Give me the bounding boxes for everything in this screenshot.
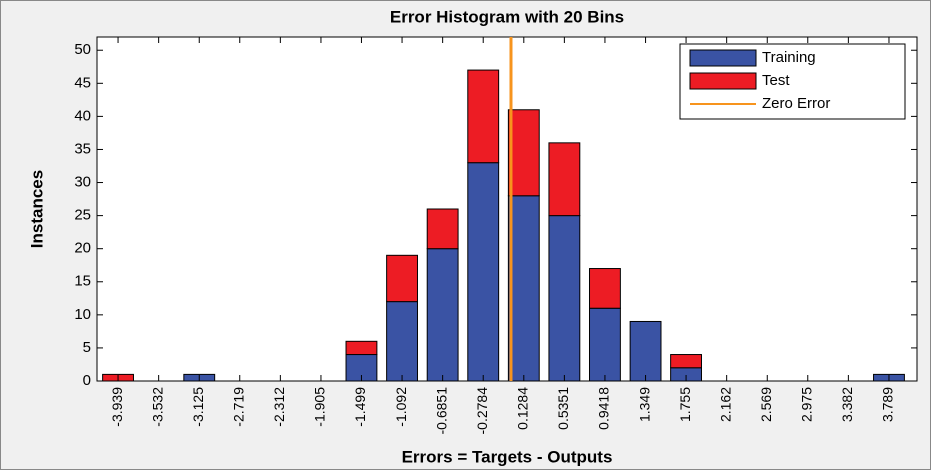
x-tick-label: -0.6851 (433, 387, 449, 435)
y-tick-label: 45 (74, 74, 91, 91)
bar-segment (386, 301, 418, 382)
bar-segment (467, 69, 500, 164)
x-tick-label: 0.1284 (515, 387, 531, 430)
legend-label: Zero Error (762, 95, 830, 112)
y-tick-label: 30 (74, 174, 91, 191)
y-tick-label: 20 (74, 240, 91, 257)
bar-segment (507, 195, 540, 382)
x-tick-label: 1.349 (636, 387, 652, 422)
y-tick-label: 15 (74, 273, 91, 290)
x-tick-label: 2.569 (758, 387, 774, 422)
y-tick-label: 10 (74, 306, 91, 323)
bar-segment (426, 208, 459, 250)
chart-title: Error Histogram with 20 Bins (390, 7, 624, 26)
x-tick-label: -2.719 (230, 387, 246, 427)
x-tick-label: 1.755 (677, 387, 693, 422)
x-tick-label: -3.939 (109, 387, 125, 427)
legend-swatch (689, 72, 757, 90)
bar-segment (589, 268, 621, 309)
bar-segment (548, 142, 581, 217)
x-tick-label: -2.312 (271, 387, 287, 427)
bar-segment (467, 162, 500, 382)
x-tick-label: 0.5351 (555, 387, 571, 430)
bar-segment (548, 215, 581, 382)
y-axis-label: Instances (27, 170, 46, 248)
x-tick-label: 3.382 (839, 387, 855, 422)
y-tick-label: 35 (74, 140, 91, 157)
x-tick-label: 0.9418 (596, 387, 612, 430)
y-tick-label: 5 (83, 339, 91, 356)
x-tick-label: -3.532 (149, 387, 165, 427)
bar-segment (670, 354, 702, 369)
bar-segment (426, 248, 459, 382)
x-tick-label: 2.162 (717, 387, 733, 422)
x-tick-label: -1.499 (352, 387, 368, 427)
x-tick-label: 3.789 (880, 387, 896, 422)
legend-swatch (689, 49, 757, 67)
bar-segment (507, 109, 540, 197)
legend-label: Test (762, 72, 790, 89)
x-tick-label: -3.125 (190, 387, 206, 427)
bar-segment (386, 254, 418, 303)
x-tick-label: -1.092 (393, 387, 409, 427)
x-tick-label: -0.2784 (474, 387, 490, 435)
y-tick-label: 0 (83, 372, 91, 389)
x-tick-label: -1.905 (312, 387, 328, 427)
bar-segment (589, 307, 621, 382)
x-tick-label: 2.975 (798, 387, 814, 422)
y-tick-label: 40 (74, 107, 91, 124)
bar-segment (345, 340, 378, 356)
x-axis-label: Errors = Targets - Outputs (402, 447, 613, 466)
y-tick-label: 25 (74, 207, 91, 224)
legend-label: Training (762, 49, 816, 66)
bar-segment (629, 320, 662, 382)
y-tick-label: 50 (74, 41, 91, 58)
